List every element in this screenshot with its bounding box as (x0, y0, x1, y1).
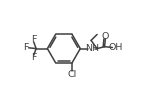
Text: Cl: Cl (67, 70, 77, 79)
Text: O: O (102, 32, 109, 41)
Text: F: F (31, 53, 36, 62)
Text: NH: NH (85, 44, 99, 53)
Text: F: F (23, 43, 29, 52)
Text: F: F (31, 35, 36, 44)
Text: OH: OH (109, 43, 123, 52)
